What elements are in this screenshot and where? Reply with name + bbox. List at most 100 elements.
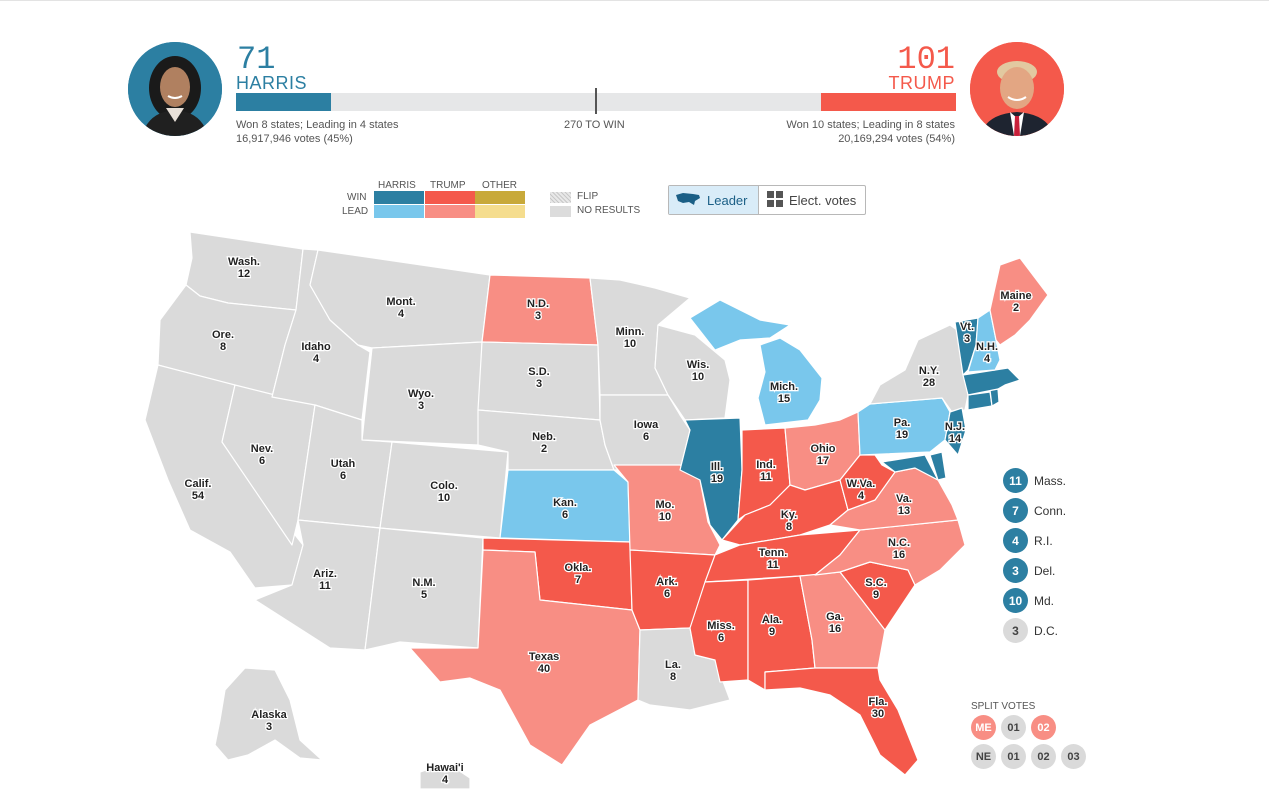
state-ev-wy: 3 <box>418 400 424 412</box>
state-ev-il: 19 <box>711 473 723 485</box>
state-mi-up[interactable] <box>689 299 791 351</box>
legend-no-results: NO RESULTS <box>577 205 641 216</box>
harris-bar-fill <box>236 93 332 111</box>
trump-electoral-votes: 101 <box>897 41 955 78</box>
state-mi[interactable] <box>757 337 823 426</box>
elect-votes-label: Elect. votes <box>789 192 857 208</box>
state-label-nj: N.J. <box>945 421 965 433</box>
state-ev-nj: 14 <box>949 433 962 445</box>
state-ev-tx: 40 <box>538 663 550 675</box>
us-map-icon <box>675 192 701 209</box>
swatch-trump-lead <box>425 205 475 218</box>
state-nm[interactable] <box>364 527 484 651</box>
small-state-name: Mass. <box>1034 473 1067 488</box>
small-state-row[interactable]: 4 R.I. <box>1003 528 1053 553</box>
harris-electoral-votes: 71 <box>237 41 276 78</box>
state-label-ne: Neb. <box>532 431 556 443</box>
state-label-wv: W.Va. <box>847 478 876 490</box>
state-ev-nc: 16 <box>893 549 905 561</box>
harris-avatar <box>128 42 222 136</box>
state-ev-nd: 3 <box>535 310 541 322</box>
state-ev-ne: 2 <box>541 443 547 455</box>
legend-other: OTHER <box>482 180 517 191</box>
small-state-ev-circle: 7 <box>1003 498 1028 523</box>
state-me[interactable] <box>989 257 1049 346</box>
state-label-ar: Ark. <box>656 576 677 588</box>
state-ev-ak: 3 <box>266 721 272 733</box>
state-ev-ia: 6 <box>643 431 649 443</box>
swatch-harris-lead <box>374 205 424 218</box>
state-ev-co: 10 <box>438 492 450 504</box>
state-label-mi: Mich. <box>770 381 798 393</box>
small-state-ev-circle: 3 <box>1003 618 1028 643</box>
state-label-nc: N.C. <box>888 537 910 549</box>
top-divider <box>0 0 1269 1</box>
small-state-ev-circle: 11 <box>1003 468 1028 493</box>
state-ma[interactable] <box>962 367 1021 396</box>
state-label-or: Ore. <box>212 329 234 341</box>
state-ev-mt: 4 <box>398 308 405 320</box>
split-vote-ne-1[interactable]: 01 <box>1001 744 1026 769</box>
small-state-ev-circle: 3 <box>1003 558 1028 583</box>
split-vote-me-2[interactable]: 02 <box>1031 715 1056 740</box>
state-label-wy: Wyo. <box>408 388 434 400</box>
state-ev-id: 4 <box>313 353 320 365</box>
state-md[interactable] <box>881 454 939 481</box>
split-vote-ne-0[interactable]: NE <box>971 744 996 769</box>
state-label-nd: N.D. <box>527 298 549 310</box>
small-state-row[interactable]: 10 Md. <box>1003 588 1054 613</box>
state-ev-nh: 4 <box>984 353 991 365</box>
legend-harris: HARRIS <box>378 180 416 191</box>
swatch-other-lead <box>475 205 525 218</box>
state-ev-hi: 4 <box>442 774 449 786</box>
state-label-tx: Texas <box>529 651 559 663</box>
state-ev-wv: 4 <box>858 490 865 502</box>
state-label-il: Ill. <box>711 461 723 473</box>
leader-toggle-button[interactable]: Leader <box>669 186 759 214</box>
state-il[interactable] <box>679 417 743 541</box>
state-nc[interactable] <box>814 519 966 586</box>
elect-votes-toggle-button[interactable]: Elect. votes <box>759 186 865 214</box>
legend-win-label: WIN <box>347 192 367 203</box>
trump-avatar <box>970 42 1064 136</box>
small-state-row[interactable]: 3 Del. <box>1003 558 1055 583</box>
state-label-mt: Mont. <box>386 296 415 308</box>
swatch-trump-win <box>425 191 475 204</box>
state-label-fl: Fla. <box>869 696 888 708</box>
state-tx[interactable] <box>409 549 641 766</box>
state-nj[interactable] <box>944 407 967 456</box>
small-state-ev-circle: 4 <box>1003 528 1028 553</box>
small-state-name: Del. <box>1034 563 1056 578</box>
state-ev-ms: 6 <box>718 632 724 644</box>
state-label-ms: Miss. <box>707 620 735 632</box>
state-ev-sc: 9 <box>873 589 879 601</box>
state-ev-nv: 6 <box>259 455 265 467</box>
state-ev-wi: 10 <box>692 371 704 383</box>
state-label-ia: Iowa <box>634 419 659 431</box>
state-de[interactable] <box>929 451 947 481</box>
small-state-row[interactable]: 11 Mass. <box>1003 468 1066 493</box>
state-ri[interactable] <box>989 388 1000 407</box>
state-hi[interactable] <box>419 767 471 789</box>
state-ev-tn: 11 <box>767 559 779 571</box>
small-state-row[interactable]: 3 D.C. <box>1003 618 1058 643</box>
state-ev-me: 2 <box>1013 302 1019 314</box>
small-state-row[interactable]: 7 Conn. <box>1003 498 1066 523</box>
split-vote-ne-2[interactable]: 02 <box>1031 744 1056 769</box>
trump-bar-fill <box>820 93 956 111</box>
state-label-ky: Ky. <box>781 509 797 521</box>
state-ev-ky: 8 <box>786 521 792 533</box>
state-fl[interactable] <box>764 667 919 776</box>
no-results-swatch <box>550 206 571 217</box>
state-ev-fl: 30 <box>872 708 884 720</box>
state-ev-ut: 6 <box>340 470 346 482</box>
swatch-other-win <box>475 191 525 204</box>
split-vote-me-0[interactable]: ME <box>971 715 996 740</box>
state-ev-mi: 15 <box>778 393 790 405</box>
split-vote-ne-3[interactable]: 03 <box>1061 744 1086 769</box>
split-vote-me-1[interactable]: 01 <box>1001 715 1026 740</box>
state-ak[interactable] <box>214 667 323 761</box>
small-state-name: Md. <box>1034 593 1055 608</box>
state-ev-ok: 7 <box>575 574 581 586</box>
